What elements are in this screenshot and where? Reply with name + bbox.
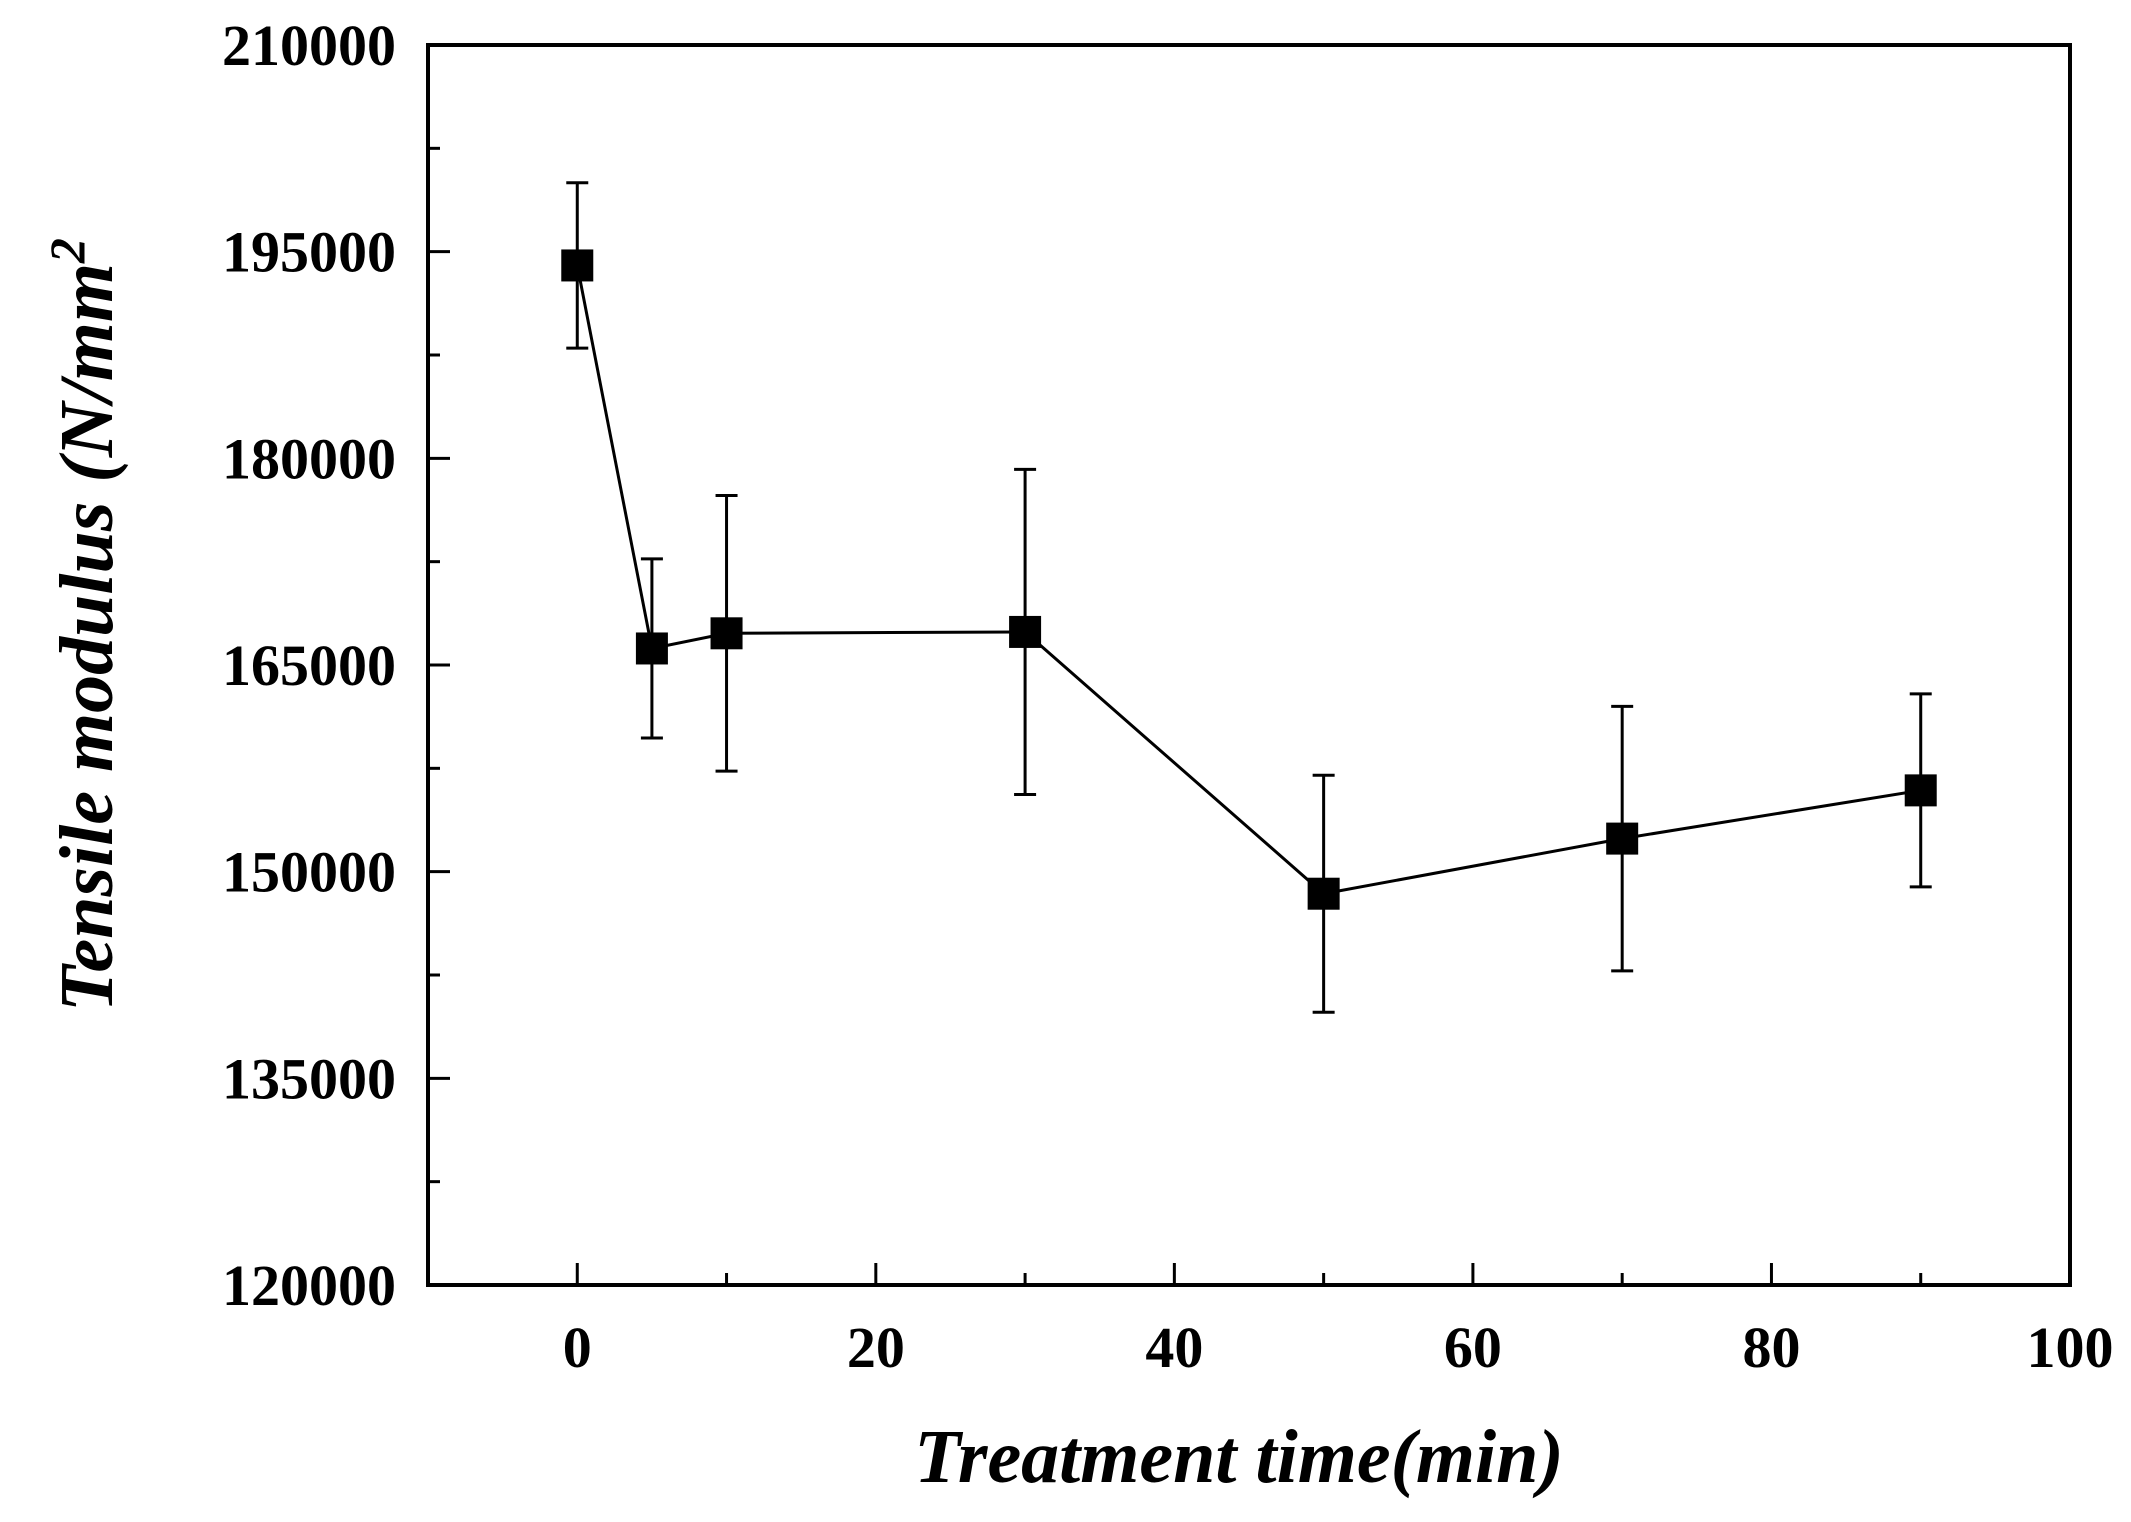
x-tick-label: 80 xyxy=(1742,1315,1800,1380)
data-point-marker xyxy=(1606,822,1639,855)
x-tick-label: 60 xyxy=(1444,1315,1502,1380)
y-tick-label: 165000 xyxy=(222,633,396,698)
x-tick-label: 20 xyxy=(847,1315,905,1380)
y-tick-label: 135000 xyxy=(222,1046,396,1111)
plot-frame xyxy=(426,43,2072,1287)
data-point-marker xyxy=(710,617,743,650)
tick-labels-layer: 120000 135000 150000 165000 180000 195000 2100… xyxy=(222,13,2114,1380)
y-tick-label: 120000 xyxy=(222,1253,396,1318)
data-point-marker xyxy=(1904,774,1937,807)
data-point-marker xyxy=(1009,615,1042,648)
y-axis-title: Tensile modulus (N/mm2 xyxy=(39,238,129,1012)
x-axis-title: Treatment time(min) xyxy=(914,1415,1563,1499)
y-axis-title-superscript: 2 xyxy=(39,238,95,264)
series-layer xyxy=(561,181,1937,1014)
data-point-marker xyxy=(561,249,594,282)
data-point-marker xyxy=(635,632,668,665)
y-tick-label: 150000 xyxy=(222,840,396,905)
x-tick-label: 0 xyxy=(563,1315,592,1380)
ticks-layer xyxy=(428,43,2072,1287)
x-tick-label: 40 xyxy=(1145,1315,1203,1380)
x-tick-label: 100 xyxy=(2027,1315,2114,1380)
y-axis-title-main: Tensile modulus (N/mm xyxy=(45,263,129,1012)
series-line xyxy=(575,265,1921,896)
y-tick-label: 195000 xyxy=(222,220,396,285)
y-tick-label: 210000 xyxy=(222,13,396,78)
data-point-marker xyxy=(1307,877,1340,910)
y-tick-label: 180000 xyxy=(222,426,396,491)
